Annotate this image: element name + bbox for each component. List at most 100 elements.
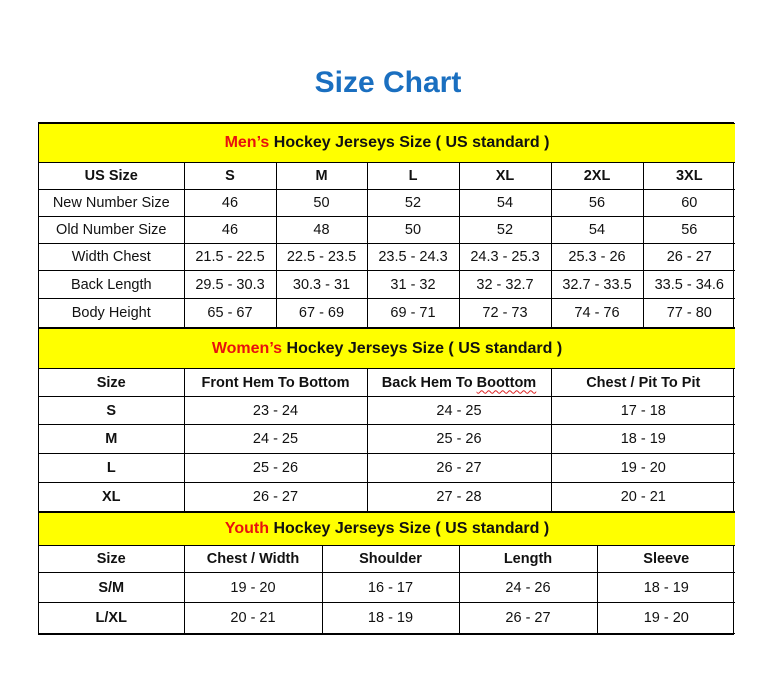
table-cell: 46 (183, 189, 277, 217)
table-cell: 24 - 26 (458, 572, 598, 603)
table-cell: 50 (366, 216, 460, 244)
mens-table: Men’s Hockey Jerseys Size ( US standard … (39, 123, 736, 328)
column-header-label: 3XL (675, 168, 703, 184)
table-cell: 16 - 17 (321, 572, 460, 603)
column-header-label: XL (495, 168, 515, 184)
column-header-label: Front Hem To Bottom (201, 374, 350, 391)
column-header-label: Shoulder (359, 551, 422, 567)
table-cell: 18 - 19 (596, 572, 736, 603)
column-header-label: Size (96, 374, 126, 391)
table-cell: 24 - 25 (366, 396, 552, 425)
table-cell: 56 (550, 189, 644, 217)
youth-section-heading: Youth Hockey Jerseys Size ( US standard … (39, 512, 736, 546)
row-label: Old Number Size (39, 216, 185, 244)
column-header-label: Sleeve (643, 551, 690, 567)
table-cell: 33.5 - 34.6 (642, 270, 736, 299)
section-title-highlight: Youth (224, 520, 270, 537)
table-cell: 25.3 - 26 (550, 243, 644, 271)
column-header: Size (39, 368, 185, 397)
table-cell: 18 - 19 (321, 602, 460, 634)
section-title-highlight: Men’s (224, 134, 270, 151)
table-cell: 30.3 - 31 (275, 270, 368, 299)
table-cell: 17 - 18 (550, 396, 736, 425)
table-row: S 23 - 24 24 - 25 17 - 18 (39, 396, 736, 425)
row-label: Body Height (39, 298, 185, 328)
column-header: 2XL (550, 162, 644, 190)
table-cell: 19 - 20 (550, 453, 736, 483)
table-cell: 19 - 20 (596, 602, 736, 634)
table-cell: 54 (550, 216, 644, 244)
table-row: Old Number Size 46 48 50 52 54 56 (39, 216, 736, 244)
section-title: Women’s Hockey Jerseys Size ( US standar… (39, 328, 736, 369)
section-title-rest: Hockey Jerseys Size ( US standard ) (282, 339, 563, 357)
table-cell: 23 - 24 (183, 396, 368, 425)
row-label: Width Chest (39, 243, 185, 271)
column-header-label: M (315, 168, 328, 184)
table-row: Width Chest 21.5 - 22.5 22.5 - 23.5 23.5 - … (39, 243, 736, 271)
table-cell: 46 (183, 216, 277, 244)
table-row: New Number Size 46 50 52 54 56 60 (39, 189, 736, 217)
row-label: S/M (39, 572, 185, 603)
column-header: Chest / Pit To Pit (550, 368, 736, 397)
table-cell: 23.5 - 24.3 (366, 243, 460, 271)
row-label: L/XL (39, 602, 185, 634)
table-cell: 60 (642, 189, 736, 217)
womens-table: Women’s Hockey Jerseys Size ( US standar… (39, 328, 736, 512)
column-header-label: L (408, 168, 418, 184)
table-cell: 26 - 27 (183, 482, 368, 512)
column-header: M (275, 162, 368, 190)
table-cell: 29.5 - 30.3 (183, 270, 277, 299)
table-cell: 27 - 28 (366, 482, 552, 512)
table-cell: 26 - 27 (642, 243, 736, 271)
table-cell: 26 - 27 (366, 453, 552, 483)
table-cell: 48 (275, 216, 368, 244)
section-title: Youth Hockey Jerseys Size ( US standard … (39, 512, 736, 546)
table-row: M 24 - 25 25 - 26 18 - 19 (39, 424, 736, 454)
section-title-rest: Hockey Jerseys Size ( US standard ) (269, 134, 550, 151)
table-cell: 54 (458, 189, 552, 217)
column-header: Size (39, 545, 185, 573)
table-cell: 52 (366, 189, 460, 217)
column-header-label: S (225, 168, 235, 184)
section-title-highlight: Women’s (211, 339, 283, 357)
table-row: L/XL 20 - 21 18 - 19 26 - 27 19 - 20 (39, 602, 736, 634)
column-header-label: Length (503, 551, 553, 567)
column-header: Shoulder (321, 545, 460, 573)
column-header: 3XL (642, 162, 736, 190)
column-header-label: Chest / Pit To Pit (586, 374, 701, 391)
table-cell: 18 - 19 (550, 424, 736, 454)
table-cell: 25 - 26 (183, 453, 368, 483)
section-title-rest: Hockey Jerseys Size ( US standard ) (269, 520, 550, 537)
table-cell: 72 - 73 (458, 298, 552, 328)
row-label: S (39, 396, 185, 425)
column-header: Back Hem To Boottom (366, 368, 552, 397)
page-title: Size Chart (314, 66, 462, 99)
column-header: Front Hem To Bottom (183, 368, 368, 397)
column-header-label: Back Hem To Boottom (381, 374, 537, 391)
column-header: L (366, 162, 460, 190)
womens-section-heading: Women’s Hockey Jerseys Size ( US standar… (39, 328, 736, 369)
row-label: New Number Size (39, 189, 185, 217)
table-cell: 67 - 69 (275, 298, 368, 328)
table-cell: 20 - 21 (550, 482, 736, 512)
column-header-label: Size (96, 551, 126, 567)
table-cell: 22.5 - 23.5 (275, 243, 368, 271)
table-cell: 52 (458, 216, 552, 244)
table-cell: 32 - 32.7 (458, 270, 552, 299)
table-cell: 50 (275, 189, 368, 217)
spellcheck-underline: Boottom (476, 374, 537, 391)
table-cell: 77 - 80 (642, 298, 736, 328)
column-header-label: Chest / Width (206, 551, 300, 567)
column-header-label: US Size (84, 168, 138, 184)
table-row: S/M 19 - 20 16 - 17 24 - 26 18 - 19 (39, 572, 736, 603)
table-cell: 21.5 - 22.5 (183, 243, 277, 271)
table-row: L 25 - 26 26 - 27 19 - 20 (39, 453, 736, 483)
section-title: Men’s Hockey Jerseys Size ( US standard … (39, 123, 736, 163)
mens-section-heading: Men’s Hockey Jerseys Size ( US standard … (39, 123, 736, 163)
table-row: Body Height 65 - 67 67 - 69 69 - 71 72 - 73 7… (39, 298, 736, 328)
column-header: Length (458, 545, 598, 573)
table-cell: 31 - 32 (366, 270, 460, 299)
column-header-label: 2XL (583, 168, 611, 184)
table-cell: 20 - 21 (183, 602, 323, 634)
table-cell: 24 - 25 (183, 424, 368, 454)
